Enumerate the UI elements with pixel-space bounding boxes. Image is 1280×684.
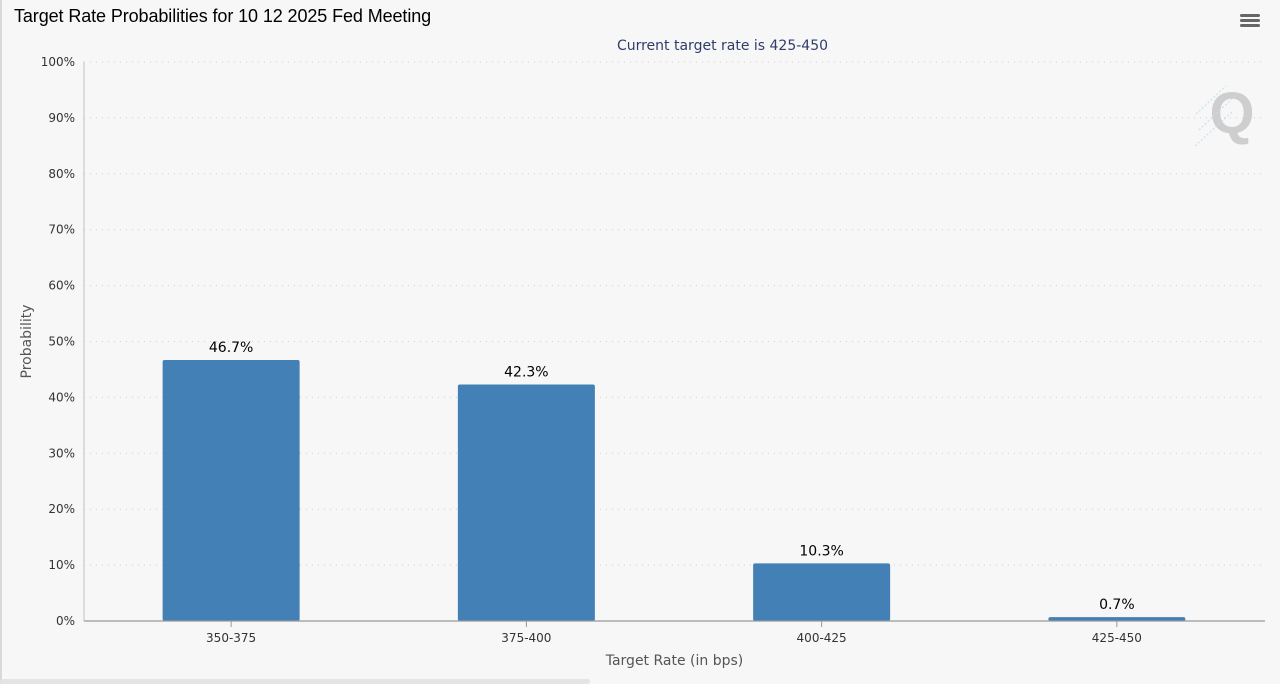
y-tick-label: 80% [48, 167, 75, 181]
x-tick-label: 375-400 [501, 631, 551, 645]
y-tick-label: 60% [48, 279, 75, 293]
horizontal-scrollbar[interactable] [0, 679, 590, 684]
watermark-stripe-0 [1195, 85, 1227, 115]
data-label: 42.3% [504, 365, 548, 381]
data-label: 0.7% [1099, 597, 1135, 613]
y-tick-label: 20% [48, 502, 75, 516]
bar-375-400 [457, 384, 595, 621]
chart-subtitle: Current target rate is 425-450 [617, 38, 828, 54]
watermark-logo: Q [1209, 81, 1254, 146]
chart-title: Target Rate Probabilities for 10 12 2025… [14, 6, 432, 26]
y-tick-label: 30% [48, 446, 75, 460]
data-label: 46.7% [209, 340, 253, 356]
bar-400-425 [753, 563, 891, 621]
watermark-stripe-2 [1194, 111, 1233, 147]
y-axis-title: Probability [19, 304, 35, 378]
y-tick-label: 0% [56, 614, 75, 628]
data-label: 10.3% [799, 543, 843, 559]
y-tick-label: 10% [48, 558, 75, 572]
y-tick-label: 70% [48, 223, 75, 237]
menu-bar-bottom [1240, 24, 1260, 27]
x-tick-label: 350-375 [206, 631, 256, 645]
y-tick-label: 90% [48, 111, 75, 125]
y-tick-label: 50% [48, 335, 75, 349]
bar-425-450 [1048, 617, 1186, 621]
hamburger-menu-icon[interactable] [1238, 12, 1262, 32]
menu-bar-middle [1240, 19, 1260, 22]
bar-350-375 [162, 359, 300, 621]
x-tick-label: 400-425 [797, 631, 847, 645]
x-axis-title: Target Rate (in bps) [605, 653, 744, 669]
menu-bar-top [1240, 14, 1260, 17]
y-tick-label: 40% [48, 390, 75, 404]
y-tick-label: 100% [41, 55, 75, 69]
watermark-stripe-1 [1198, 94, 1237, 131]
x-tick-label: 425-450 [1092, 631, 1142, 645]
